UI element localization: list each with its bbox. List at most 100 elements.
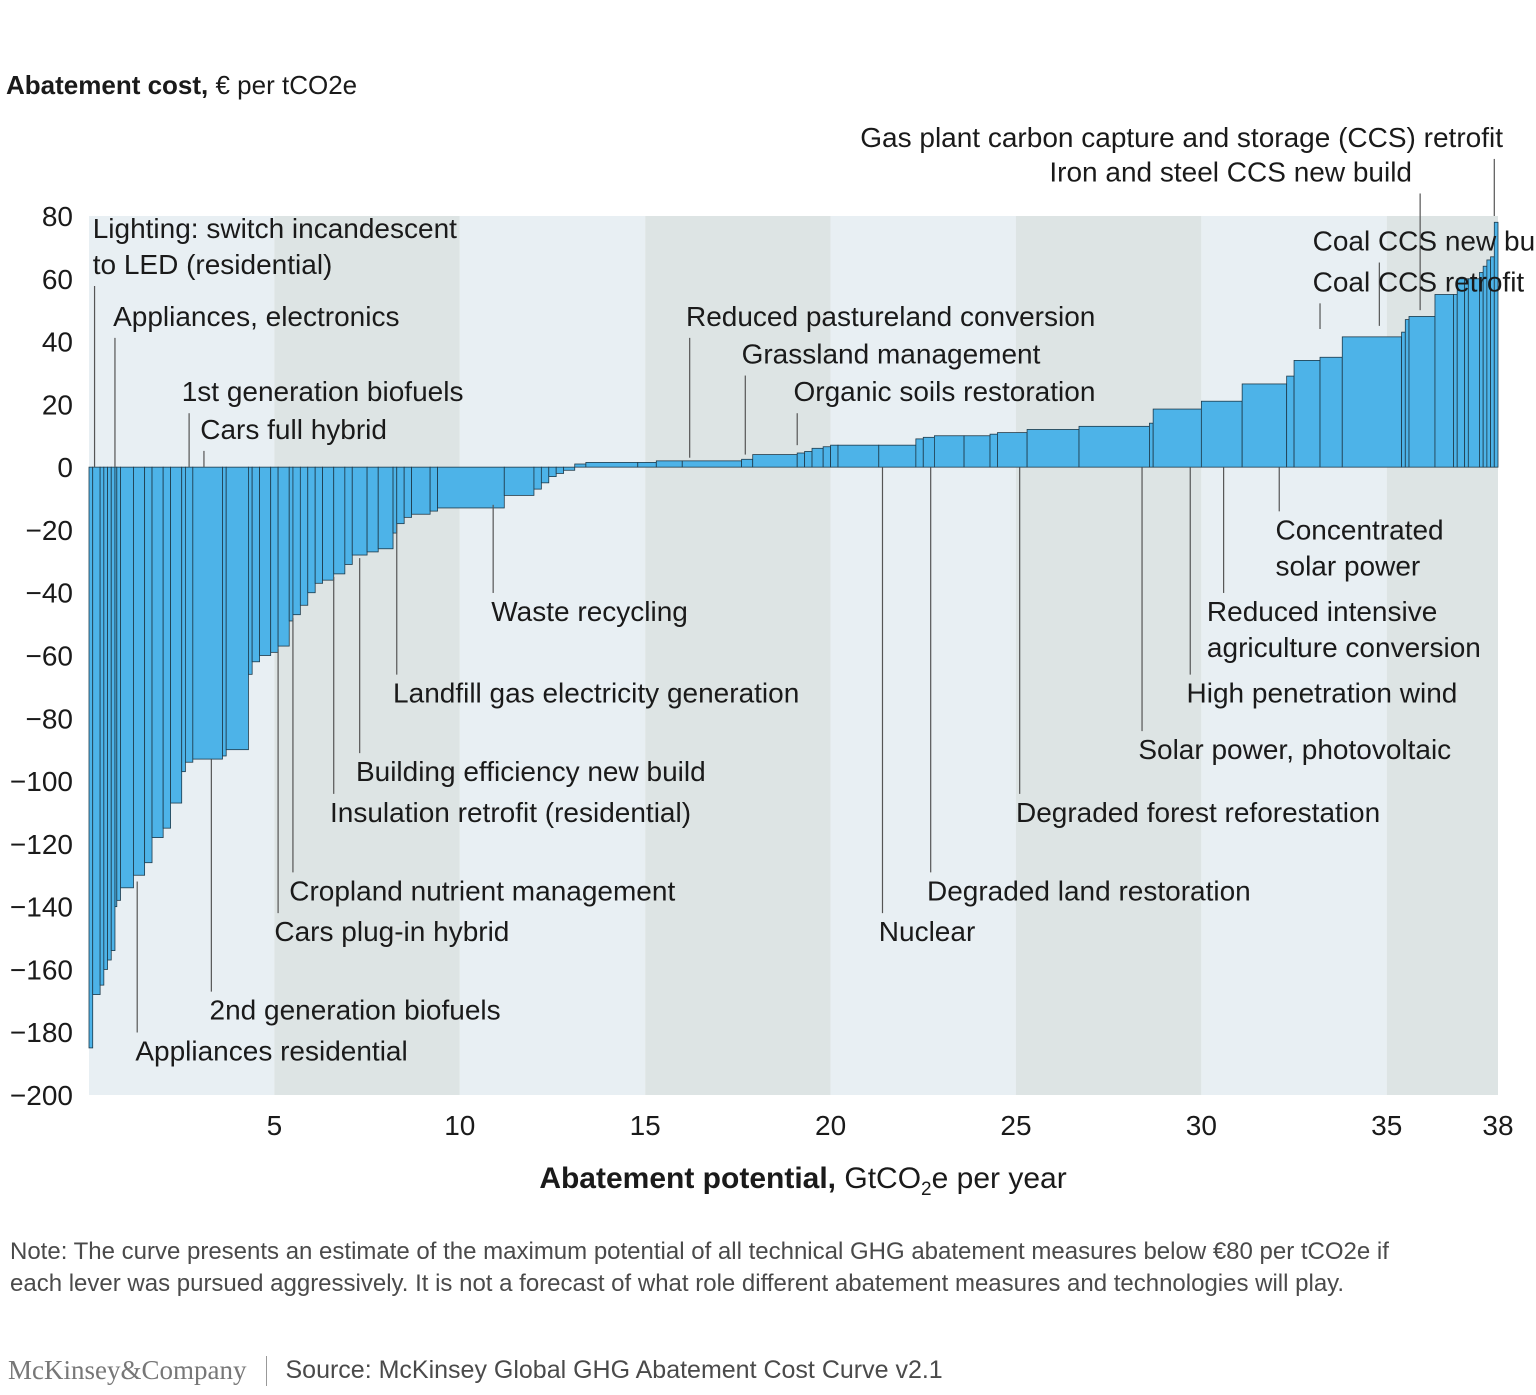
cost-bar xyxy=(1408,316,1436,468)
cost-bar xyxy=(1293,360,1321,468)
cost-bar xyxy=(292,466,301,616)
y-axis-title: Abatement cost, € per tCO2e xyxy=(6,70,357,101)
cost-bar xyxy=(251,466,260,663)
annotation-label: Insulation retrofit (residential) xyxy=(330,797,691,828)
cost-bar xyxy=(540,466,550,484)
background-band xyxy=(274,216,460,1095)
annotation-label: Reduced pastureland conversion xyxy=(686,301,1095,332)
annotation-label: 1st generation biofuels xyxy=(182,376,464,407)
annotation-label: Waste recycling xyxy=(491,596,688,627)
annotation-label: 2nd generation biofuels xyxy=(210,995,501,1026)
cost-bar xyxy=(133,466,146,876)
annotation-label: solar power xyxy=(1276,550,1421,581)
annotation-label: Reduced intensive xyxy=(1207,596,1437,627)
x-tick-label: 20 xyxy=(815,1110,846,1141)
cost-bar xyxy=(116,466,121,901)
y-tick-label: −40 xyxy=(26,578,74,609)
cost-bar xyxy=(411,466,431,515)
x-tick-label: 38 xyxy=(1482,1110,1513,1141)
cost-bar xyxy=(110,466,116,951)
cost-bar xyxy=(1467,278,1480,468)
annotation-label: Iron and steel CCS new build xyxy=(1049,156,1412,187)
y-tick-label: −60 xyxy=(26,641,74,672)
annotation-label: to LED (residential) xyxy=(93,249,333,280)
annotation-label: Degraded forest reforestation xyxy=(1016,797,1380,828)
cost-bar xyxy=(92,466,101,995)
cost-bar xyxy=(429,466,438,512)
brand-logo: McKinsey&Company xyxy=(8,1355,247,1385)
cost-bar xyxy=(741,458,754,468)
y-tick-labels: 80 60 40 20 0 −20 −40 −60 −80 −100 −120 −140 −160 −18… xyxy=(10,201,73,1111)
cost-bar xyxy=(1286,375,1295,468)
cost-bar xyxy=(830,444,839,468)
cost-bar xyxy=(555,466,565,474)
cost-bar xyxy=(997,432,1028,468)
cost-bar xyxy=(259,466,272,656)
annotation-label: Concentrated xyxy=(1276,514,1444,545)
cost-bar xyxy=(225,466,249,751)
cost-bar xyxy=(934,435,965,468)
cost-bar xyxy=(185,466,194,763)
cost-bar xyxy=(88,466,94,1049)
abatement-cost-curve-chart: 80 60 40 20 0 −20 −40 −60 −80 −100 −120 −140 −160 −18… xyxy=(10,122,1536,1141)
cost-bar xyxy=(1464,278,1469,468)
cost-bar xyxy=(396,466,405,525)
cost-bar xyxy=(403,466,412,518)
cost-bar xyxy=(1319,356,1343,468)
annotation-label: Gas plant carbon capture and storage (CC… xyxy=(860,122,1503,153)
cost-bar xyxy=(192,466,223,760)
cost-bar xyxy=(99,466,105,986)
x-axis-title-pre: GtCO xyxy=(844,1162,922,1195)
cost-bar xyxy=(503,466,535,496)
annotation-leader-lines xyxy=(93,158,1495,1033)
cost-bar xyxy=(392,466,398,534)
cost-bar xyxy=(1453,294,1458,468)
cost-bar xyxy=(1341,336,1402,468)
x-axis-title: Abatement potential, GtCO2e per year xyxy=(0,1162,1536,1201)
cost-bar xyxy=(548,466,557,477)
source-text: Source: McKinsey Global GHG Abatement Co… xyxy=(285,1356,943,1384)
annotation-label: Grassland management xyxy=(742,339,1041,370)
cost-bar xyxy=(377,466,394,550)
cost-bar xyxy=(915,438,924,468)
x-tick-label: 35 xyxy=(1371,1110,1402,1141)
annotation-label: Coal CCS new build xyxy=(1313,226,1536,257)
cost-bar xyxy=(270,466,279,653)
cost-bar xyxy=(533,466,542,490)
footer: McKinsey&Company Source: McKinsey Global… xyxy=(8,1355,943,1386)
cost-bar xyxy=(796,452,806,468)
annotation-label: agriculture conversion xyxy=(1207,632,1481,663)
cost-bar xyxy=(277,466,290,647)
annotation-label: Appliances residential xyxy=(135,1035,407,1066)
cost-bar xyxy=(366,466,379,553)
annotation-label: High penetration wind xyxy=(1187,678,1458,709)
annotation-label: Coal CCS retrofit xyxy=(1313,266,1525,297)
cost-bar xyxy=(437,466,505,509)
y-tick-label: −80 xyxy=(26,703,74,734)
footer-divider xyxy=(266,1355,268,1386)
annotation-label: Cars plug-in hybrid xyxy=(274,916,509,947)
cost-bar xyxy=(181,466,186,773)
cost-bar xyxy=(1404,319,1410,468)
y-axis-title-rest: € per tCO2e xyxy=(215,70,358,100)
cost-bar xyxy=(804,451,813,468)
y-tick-label: 60 xyxy=(42,264,73,295)
y-tick-label: −160 xyxy=(10,954,73,985)
y-tick-label: −180 xyxy=(10,1017,73,1048)
chart-note: Note: The curve presents an estimate of … xyxy=(10,1238,1389,1297)
cost-bar xyxy=(1152,408,1202,468)
cost-bar xyxy=(299,466,309,606)
background-band xyxy=(459,216,646,1095)
cost-bar xyxy=(1026,429,1080,468)
y-tick-label: 20 xyxy=(42,389,73,420)
cost-bar xyxy=(170,466,183,804)
cost-bar xyxy=(1456,278,1466,468)
y-tick-label: −100 xyxy=(10,766,73,797)
background-bands xyxy=(89,216,1498,1095)
background-band xyxy=(1015,216,1202,1095)
cost-bar xyxy=(322,466,335,581)
annotation-labels: Lighting: switch incandescent to LED (res… xyxy=(93,122,1536,1067)
annotation-label: Cars full hybrid xyxy=(200,414,387,445)
cost-bar xyxy=(837,444,880,468)
cost-bar xyxy=(655,460,683,468)
